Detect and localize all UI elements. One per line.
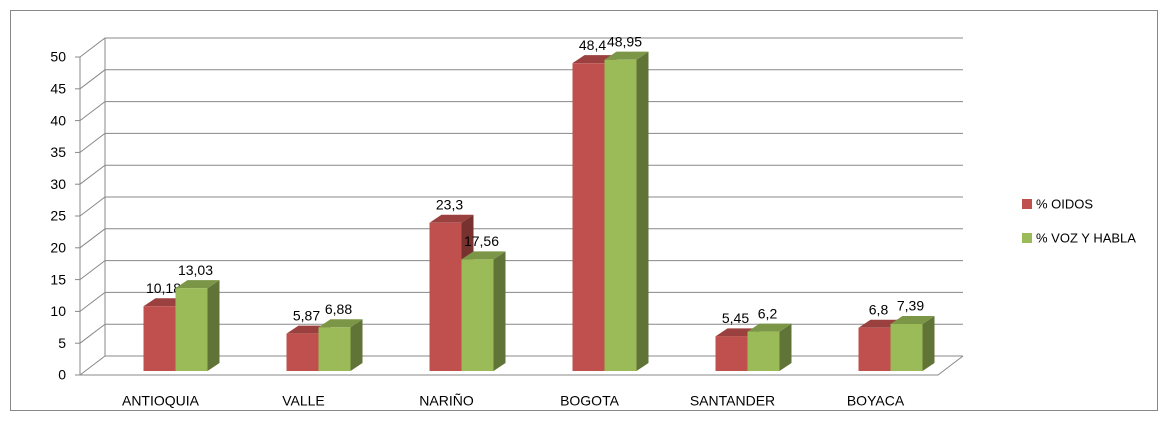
bar-side [922, 315, 935, 371]
value-label: 6,88 [325, 301, 352, 317]
value-label: 7,39 [897, 298, 924, 314]
value-label: 23,3 [436, 197, 463, 213]
x-tick-label: BOYACA [847, 393, 905, 409]
bar-side [207, 280, 220, 371]
value-label: 6,2 [758, 305, 778, 321]
y-tick-label: 50 [50, 49, 66, 65]
value-label: 10,18 [146, 280, 181, 296]
bar-side [493, 251, 506, 371]
value-label: 6,8 [869, 301, 889, 317]
x-tick-label: ANTIOQUIA [122, 393, 200, 409]
legend-label: % OIDOS [1036, 196, 1093, 211]
bar-front [572, 63, 605, 372]
bar [604, 51, 649, 371]
value-label: 17,56 [464, 233, 499, 249]
bar-top [429, 214, 474, 223]
x-tick-label: VALLE [282, 393, 325, 409]
bar-front [604, 59, 637, 371]
value-label: 13,03 [178, 262, 213, 278]
bar [747, 323, 792, 371]
y-tick-label: 15 [50, 271, 66, 287]
grid-line [79, 69, 963, 90]
y-tick-label: 40 [50, 112, 66, 128]
bar-top [461, 251, 506, 260]
bar-side [779, 323, 792, 371]
bar-top [318, 319, 363, 328]
y-tick-label: 0 [58, 367, 66, 383]
x-tick-label: NARIÑO [419, 393, 474, 409]
bar-front [461, 259, 494, 371]
bar [461, 251, 506, 371]
y-tick-label: 10 [50, 303, 66, 319]
bar-top [604, 51, 649, 60]
bar-front [175, 288, 208, 371]
value-label: 48,4 [579, 37, 606, 53]
y-tick-label: 20 [50, 240, 66, 256]
bar-front [858, 327, 891, 371]
value-label: 5,45 [722, 310, 749, 326]
legend-swatch [1022, 233, 1032, 243]
bar-front [318, 327, 351, 371]
y-tick-label: 35 [50, 144, 66, 160]
y-tick-label: 5 [58, 335, 66, 351]
bar-front [286, 333, 319, 371]
floor-edge [80, 355, 964, 376]
bar-front [747, 331, 780, 371]
bar-side [636, 51, 649, 371]
legend-label: % VOZ Y HABLA [1036, 230, 1136, 245]
bar [175, 280, 220, 371]
bar-front [890, 323, 923, 371]
grid-line [79, 37, 963, 58]
bar-front [715, 336, 748, 371]
grid-line [79, 260, 963, 280]
bar-front [429, 222, 462, 371]
x-tick-label: SANTANDER [690, 393, 775, 409]
grid-line [79, 291, 963, 312]
legend-swatch [1022, 199, 1032, 209]
grid-line [79, 101, 963, 121]
x-tick-label: BOGOTA [560, 393, 620, 409]
grid-line [79, 164, 963, 185]
grid-line [79, 323, 963, 344]
grid-line [79, 132, 963, 153]
bar [318, 319, 363, 371]
value-label: 5,87 [293, 307, 320, 323]
grid-line [79, 196, 963, 217]
grid-line [79, 355, 963, 376]
y-tick-label: 45 [50, 81, 66, 97]
y-tick-label: 25 [50, 208, 66, 224]
bar-top [747, 323, 792, 332]
bar [890, 315, 935, 371]
value-label: 48,95 [607, 33, 642, 49]
bar-top [175, 280, 220, 289]
bar-side [350, 319, 363, 371]
bar-top [890, 315, 935, 324]
y-tick-label: 30 [50, 176, 66, 192]
grid-line [79, 228, 963, 249]
bar-front [143, 306, 176, 371]
